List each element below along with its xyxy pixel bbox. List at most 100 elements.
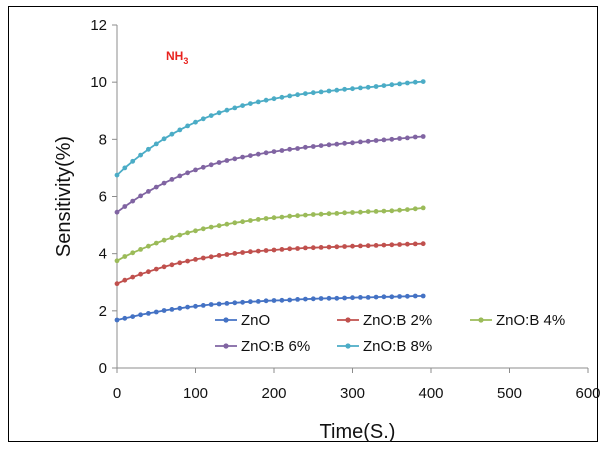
data-point <box>146 146 151 152</box>
data-point <box>358 139 363 145</box>
data-point <box>271 247 277 253</box>
data-point <box>248 299 253 305</box>
data-point <box>397 81 402 87</box>
data-point <box>350 86 355 92</box>
data-point <box>287 246 293 252</box>
legend-item: ZnO:B 4% <box>470 312 565 329</box>
y-tick-label: 4 <box>99 246 107 263</box>
legend-swatch-marker <box>345 317 351 323</box>
data-point <box>373 138 379 143</box>
legend-swatch-marker <box>223 317 229 323</box>
data-point <box>271 298 277 303</box>
legend-label: ZnO:B 6% <box>241 338 310 355</box>
data-point <box>334 141 340 147</box>
data-point <box>232 220 238 226</box>
data-point <box>216 301 222 307</box>
data-point <box>271 96 277 102</box>
data-point <box>389 208 395 214</box>
data-point <box>185 304 191 310</box>
data-point <box>405 80 410 86</box>
data-point <box>373 209 379 214</box>
data-point <box>185 123 191 129</box>
data-point <box>224 158 230 163</box>
data-point <box>342 295 347 301</box>
y-axis-title: Sensitivity(%) <box>53 136 75 257</box>
data-point <box>193 257 198 262</box>
data-point <box>287 213 293 219</box>
series-4 <box>114 79 426 178</box>
data-point <box>389 242 395 248</box>
data-point <box>295 146 300 151</box>
data-point <box>255 217 261 222</box>
data-point <box>232 251 238 256</box>
data-point <box>153 266 159 272</box>
data-point <box>381 208 387 214</box>
data-point <box>334 211 340 216</box>
y-tick-label: 0 <box>99 360 107 377</box>
legend-item: ZnO:B 8% <box>337 338 432 355</box>
data-point <box>279 214 285 220</box>
data-point <box>310 296 316 302</box>
data-point <box>146 189 151 194</box>
data-point <box>248 101 253 106</box>
annotation-subscript: 3 <box>183 56 188 66</box>
data-point <box>208 254 214 260</box>
data-point <box>405 135 410 141</box>
data-point <box>420 205 426 211</box>
data-point <box>114 172 120 178</box>
data-point <box>255 151 261 157</box>
data-point <box>130 158 136 164</box>
data-point <box>358 209 363 215</box>
data-point <box>200 226 206 232</box>
data-point <box>287 93 293 99</box>
nh3-annotation: NH3 <box>166 49 188 66</box>
data-point <box>365 138 371 144</box>
data-point <box>114 317 120 323</box>
data-point <box>397 207 402 213</box>
legend-swatch-marker <box>478 317 484 323</box>
data-point <box>130 314 136 319</box>
data-point <box>350 295 355 301</box>
data-point <box>216 110 222 116</box>
data-point <box>177 127 183 133</box>
data-point <box>138 312 144 318</box>
annotation-layer: NH3 <box>166 49 188 66</box>
legend-swatch-marker <box>223 343 229 349</box>
x-axis-title: Time(S.) <box>320 421 396 443</box>
data-point <box>263 216 269 221</box>
data-point <box>412 134 418 140</box>
data-point <box>295 92 300 98</box>
data-point <box>146 269 151 275</box>
x-tick-label: 200 <box>261 385 286 402</box>
data-point <box>303 212 308 218</box>
data-point <box>358 295 363 300</box>
data-point <box>130 274 136 280</box>
data-point <box>405 293 410 299</box>
data-point <box>389 136 395 142</box>
data-point <box>412 79 418 85</box>
series-2 <box>114 205 426 264</box>
data-point <box>342 244 347 249</box>
data-point <box>263 97 269 103</box>
y-tick-label: 12 <box>90 17 107 34</box>
data-point <box>381 294 387 300</box>
data-point <box>200 255 206 261</box>
data-point <box>216 253 222 258</box>
data-point <box>342 86 347 92</box>
data-point <box>326 244 332 250</box>
x-tick-label: 300 <box>340 385 365 402</box>
legend-swatch-marker <box>345 343 351 349</box>
legend-label: ZnO:B 2% <box>363 312 432 329</box>
data-point <box>318 211 324 217</box>
data-point <box>130 250 136 256</box>
data-point <box>271 215 277 221</box>
series-line <box>116 135 424 213</box>
data-point <box>358 243 363 249</box>
data-point <box>224 107 230 113</box>
data-point <box>279 247 285 252</box>
data-point <box>279 297 285 303</box>
data-point <box>146 311 151 316</box>
axes: 0 2 4 6 8 10 12 0 100 200 300 400 500 600 <box>90 17 600 402</box>
series-line <box>116 207 424 262</box>
